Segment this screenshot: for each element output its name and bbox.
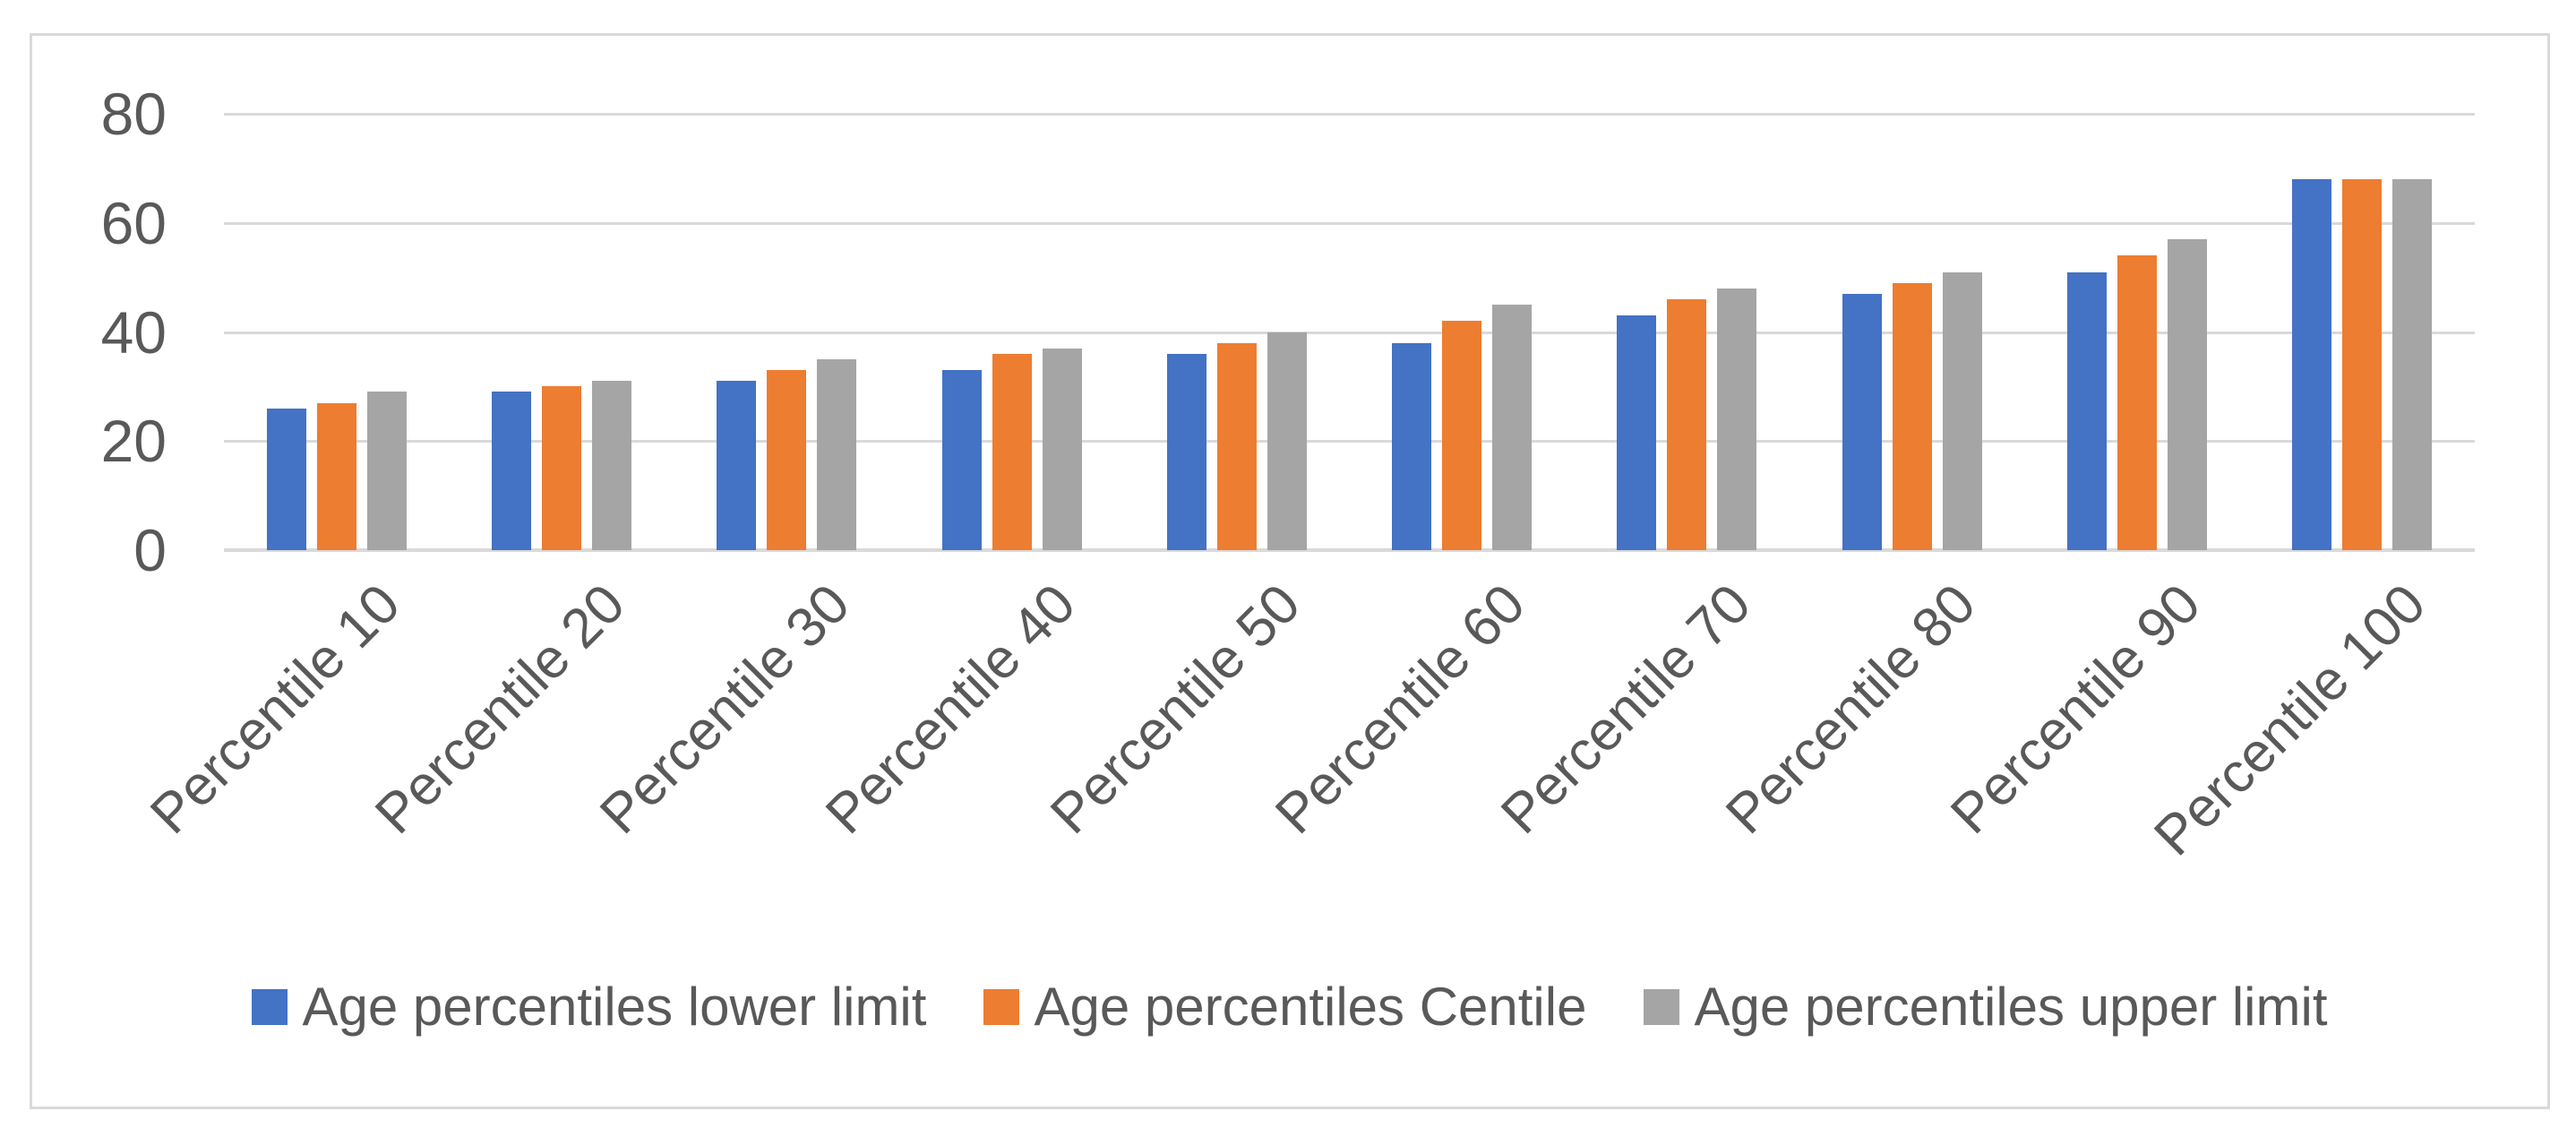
bar-percentile-80-series-1	[1842, 293, 1882, 550]
x-axis-line	[224, 548, 2475, 552]
bar-percentile-10-series-2	[316, 402, 356, 550]
y-tick-label-0: 0	[133, 517, 167, 583]
bar-percentile-50-series-2	[1216, 342, 1257, 550]
legend-item-2: Age percentiles Centile	[983, 977, 1586, 1038]
bar-percentile-80-series-2	[1892, 282, 1932, 550]
y-gridline-60	[224, 221, 2475, 225]
bar-percentile-20-series-3	[591, 381, 631, 550]
y-tick-label-20: 20	[100, 408, 167, 475]
legend-item-3: Age percentiles upper limit	[1644, 977, 2328, 1038]
bar-percentile-70-series-2	[1667, 298, 1707, 550]
legend-swatch-icon	[983, 989, 1020, 1025]
bar-percentile-30-series-1	[717, 381, 757, 550]
chart-frame: 0 20 40 60 80 Percentile 10 Percentile 20 Perc…	[30, 33, 2550, 1109]
bar-percentile-90-series-2	[2117, 255, 2158, 550]
bar-percentile-30-series-2	[767, 370, 807, 550]
bar-percentile-60-series-3	[1492, 305, 1533, 550]
bar-percentile-40-series-2	[992, 353, 1032, 550]
bar-percentile-100-series-3	[2392, 179, 2433, 550]
bar-percentile-100-series-1	[2292, 179, 2332, 550]
bar-percentile-70-series-3	[1717, 288, 1757, 550]
y-gridline-80	[224, 113, 2475, 116]
bar-percentile-40-series-1	[941, 370, 982, 550]
bar-percentile-80-series-3	[1942, 271, 1982, 550]
y-tick-label-80: 80	[100, 81, 167, 147]
bar-percentile-60-series-1	[1392, 342, 1432, 550]
bar-percentile-20-series-1	[491, 392, 531, 550]
plot-area: 0 20 40 60 80 Percentile 10 Percentile 20 Perc…	[32, 36, 2547, 1107]
bar-percentile-40-series-3	[1042, 348, 1082, 550]
bar-percentile-100-series-2	[2342, 179, 2383, 550]
bar-percentile-50-series-3	[1267, 332, 1307, 550]
y-tick-label-60: 60	[100, 189, 167, 256]
legend-label: Age percentiles Centile	[1034, 977, 1587, 1037]
bar-percentile-70-series-1	[1617, 315, 1657, 550]
y-gridline-40	[224, 331, 2475, 334]
bar-percentile-50-series-1	[1166, 353, 1206, 550]
legend-label: Age percentiles lower limit	[302, 977, 927, 1037]
bar-percentile-10-series-1	[266, 408, 306, 550]
legend-swatch-icon	[1644, 989, 1680, 1025]
bar-percentile-20-series-2	[541, 386, 581, 550]
legend-item-1: Age percentiles lower limit	[252, 977, 926, 1038]
bar-percentile-60-series-2	[1442, 321, 1482, 550]
bar-percentile-10-series-3	[366, 392, 407, 550]
bar-percentile-30-series-3	[817, 358, 857, 550]
bar-percentile-90-series-3	[2168, 239, 2208, 550]
y-tick-label-40: 40	[100, 298, 167, 366]
legend-label: Age percentiles upper limit	[1694, 977, 2328, 1037]
legend-swatch-icon	[252, 989, 288, 1025]
y-gridline-20	[224, 440, 2475, 444]
bar-percentile-90-series-1	[2067, 271, 2108, 550]
legend: Age percentiles lower limit Age percentil…	[32, 977, 2547, 1038]
